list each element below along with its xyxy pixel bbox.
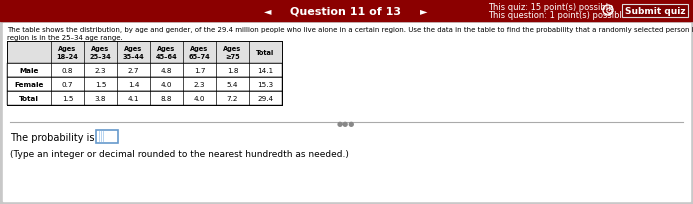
Text: The table shows the distribution, by age and gender, of the 29.4 million people : The table shows the distribution, by age…	[7, 27, 693, 33]
Text: Male: Male	[19, 68, 39, 74]
Text: 4.1: 4.1	[128, 95, 139, 102]
Text: Ages: Ages	[58, 46, 77, 52]
Text: 35–44: 35–44	[123, 54, 144, 60]
Bar	[0, 0, 693, 22]
Text: Ages: Ages	[157, 46, 175, 52]
Text: 15.3: 15.3	[257, 82, 274, 88]
Text: ●●●: ●●●	[337, 120, 356, 126]
Text: 8.8: 8.8	[161, 95, 173, 102]
Text: 4.0: 4.0	[194, 95, 205, 102]
Text: This quiz: 15 point(s) possible: This quiz: 15 point(s) possible	[488, 2, 613, 11]
Bar	[96, 130, 118, 143]
Text: 4.8: 4.8	[161, 68, 173, 74]
Text: The probability is: The probability is	[10, 132, 94, 142]
Text: 3.8: 3.8	[95, 95, 106, 102]
Text: 1.5: 1.5	[95, 82, 106, 88]
Text: Ages: Ages	[124, 46, 143, 52]
Text: 14.1: 14.1	[257, 68, 274, 74]
Text: ◄: ◄	[264, 6, 272, 16]
Bar	[7, 64, 282, 78]
Text: ⚙: ⚙	[604, 6, 613, 16]
Text: 0.8: 0.8	[62, 68, 73, 74]
Text: Question 11 of 13: Question 11 of 13	[290, 6, 401, 16]
Text: 1.5: 1.5	[62, 95, 73, 102]
Bar	[3, 24, 690, 201]
Text: 1.4: 1.4	[128, 82, 139, 88]
Text: region is in the 25–34 age range.: region is in the 25–34 age range.	[7, 35, 123, 41]
Bar	[7, 42, 282, 105]
Text: 4.0: 4.0	[161, 82, 173, 88]
Text: 2.7: 2.7	[128, 68, 139, 74]
Text: This question: 1 point(s) possible: This question: 1 point(s) possible	[488, 10, 627, 19]
Text: ►: ►	[420, 6, 428, 16]
Text: 18–24: 18–24	[57, 54, 78, 60]
Text: 0.7: 0.7	[62, 82, 73, 88]
Text: (Type an integer or decimal rounded to the nearest hundredth as needed.): (Type an integer or decimal rounded to t…	[10, 150, 349, 159]
Bar	[7, 92, 282, 105]
Text: 5.4: 5.4	[227, 82, 238, 88]
Text: Total: Total	[19, 95, 39, 102]
Text: 7.2: 7.2	[227, 95, 238, 102]
Text: Ages: Ages	[223, 46, 242, 52]
Text: Female: Female	[15, 82, 44, 88]
Text: Ages: Ages	[91, 46, 109, 52]
Text: Submit quiz: Submit quiz	[625, 7, 685, 16]
Bar	[622, 5, 688, 18]
Text: 2.3: 2.3	[95, 68, 106, 74]
Text: 65–74: 65–74	[188, 54, 211, 60]
Text: 2.3: 2.3	[194, 82, 205, 88]
Text: ≥75: ≥75	[225, 54, 240, 60]
Text: 1.8: 1.8	[227, 68, 238, 74]
Text: Ages: Ages	[191, 46, 209, 52]
Text: 25–34: 25–34	[89, 54, 112, 60]
Text: 1.7: 1.7	[194, 68, 205, 74]
Text: 45–64: 45–64	[156, 54, 177, 60]
Text: 29.4: 29.4	[257, 95, 274, 102]
Bar	[7, 78, 282, 92]
Bar	[7, 42, 282, 64]
Text: Total: Total	[256, 50, 274, 56]
